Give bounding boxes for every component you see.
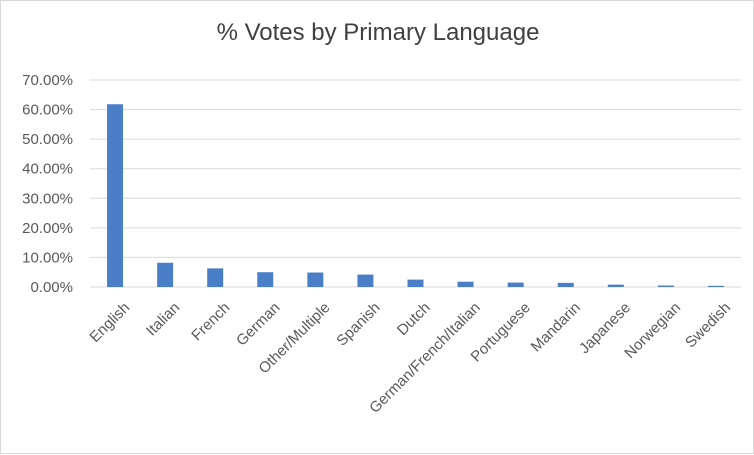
x-category-label: Spanish	[333, 299, 383, 349]
y-tick-label: 70.00%	[22, 72, 73, 89]
bar-japanese	[607, 284, 624, 287]
y-tick-label: 10.00%	[22, 249, 73, 266]
bar-italian	[157, 262, 174, 287]
chart-title: % Votes by Primary Language	[216, 19, 540, 46]
bar-german-french-italian	[457, 281, 474, 287]
x-category-label: French	[188, 299, 233, 344]
x-category-label: Mandarin	[528, 299, 584, 355]
x-category-label: German	[233, 299, 283, 349]
bar-mandarin	[557, 282, 574, 287]
bars	[107, 104, 724, 288]
x-category-label: English	[86, 299, 133, 346]
x-category-label: Dutch	[394, 299, 434, 339]
bar-norwegian	[657, 285, 674, 287]
y-tick-label: 50.00%	[22, 131, 73, 148]
x-axis-category-labels: English Italian French GermanOther/Multiple…	[86, 299, 734, 417]
y-tick-label: 60.00%	[22, 102, 73, 119]
gridlines	[90, 79, 741, 288]
y-tick-label: 30.00%	[22, 190, 73, 207]
bar-other-multiple	[307, 272, 324, 287]
x-category-label: Swedish	[682, 299, 734, 351]
y-axis-tick-labels: 0.00% 10.00% 20.00% 30.00% 40.00% 50.00% 60.00…	[22, 72, 73, 296]
bar-french	[207, 268, 224, 287]
y-tick-label: 0.00%	[30, 279, 73, 296]
bar-spanish	[357, 274, 374, 287]
y-tick-label: 20.00%	[22, 220, 73, 237]
bar-portuguese	[507, 282, 524, 287]
y-tick-label: 40.00%	[22, 161, 73, 178]
bar-german	[257, 272, 274, 287]
x-category-label: Italian	[143, 299, 183, 339]
bar-english	[107, 104, 124, 288]
bar-swedish	[707, 285, 724, 287]
bar-dutch	[407, 279, 424, 287]
